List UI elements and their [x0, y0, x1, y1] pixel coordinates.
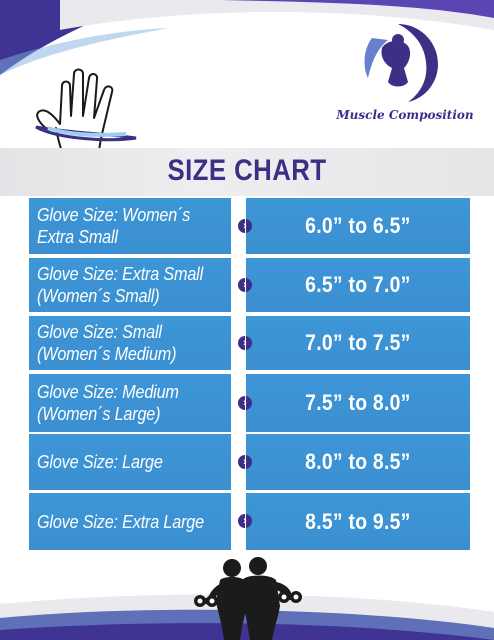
brand-name: Muscle Composition [336, 108, 474, 122]
title-band [0, 148, 494, 196]
table-row: Glove Size: Medium (Women´s Large) 7.5” … [29, 374, 470, 432]
glove-size-cell: Glove Size: Medium (Women´s Large) [29, 374, 231, 432]
glove-size-cell: Glove Size: Women´s Extra Small [29, 198, 231, 254]
hand-range-cell: 6.0” to 6.5” [246, 198, 470, 254]
hand-range-cell: 6.5” to 7.0” [246, 258, 470, 312]
glove-size-cell: Glove Size: Extra Small (Women´s Small) [29, 258, 231, 312]
hand-range-cell: 8.5” to 9.5” [246, 493, 470, 550]
hand-range-cell: 8.0” to 8.5” [246, 434, 470, 490]
glove-size-cell: Glove Size: Small (Women´s Medium) [29, 316, 231, 370]
hand-measure-icon [35, 68, 137, 191]
table-row: Glove Size: Extra Large 8.5” to 9.5” › [29, 493, 470, 550]
glove-size-cell: Glove Size: Large [29, 434, 231, 490]
glove-size-cell: Glove Size: Extra Large [29, 493, 231, 550]
table-row: Glove Size: Women´s Extra Small 6.0” to … [29, 198, 470, 254]
page-title: SIZE CHART [167, 154, 327, 187]
table-row: Glove Size: Large 8.0” to 8.5” › [29, 434, 470, 490]
column-divider [245, 198, 246, 550]
fitness-couple-silhouette-icon [194, 557, 302, 640]
bodybuilder-logo-icon [356, 22, 440, 106]
table-row: Glove Size: Small (Women´s Medium) 7.0” … [29, 316, 470, 370]
table-row: Glove Size: Extra Small (Women´s Small) … [29, 258, 470, 312]
hand-range-cell: 7.5” to 8.0” [246, 374, 470, 432]
hand-range-cell: 7.0” to 7.5” [246, 316, 470, 370]
